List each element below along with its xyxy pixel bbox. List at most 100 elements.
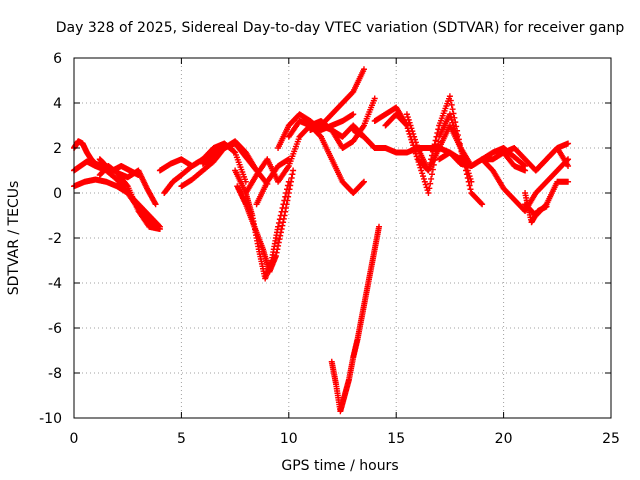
x-tick-label: 25	[602, 431, 620, 447]
data-point	[123, 182, 130, 189]
data-point	[543, 203, 550, 210]
data-point	[360, 178, 367, 185]
y-tick-label: -10	[39, 411, 62, 427]
data-point	[350, 111, 357, 118]
data-point	[449, 106, 456, 113]
data-point	[465, 178, 472, 185]
data-point	[284, 197, 291, 204]
data-point	[446, 93, 453, 100]
data-point	[467, 186, 474, 193]
data-point	[427, 180, 434, 187]
data-point	[448, 116, 455, 123]
data-point	[450, 110, 457, 117]
data-point	[411, 133, 418, 140]
grid-layer	[74, 58, 611, 418]
data-point	[406, 119, 413, 126]
x-tick-label: 0	[70, 431, 79, 447]
data-point	[425, 190, 432, 196]
data-point	[403, 111, 410, 118]
data-point	[277, 229, 284, 236]
series-arc-29	[532, 145, 572, 174]
data-point	[418, 167, 425, 174]
data-point	[410, 130, 417, 137]
data-point	[288, 175, 295, 181]
series-arc-19	[318, 95, 378, 151]
data-point	[412, 139, 419, 146]
series-arc-26	[479, 156, 572, 214]
data-point	[416, 161, 423, 168]
data-point	[283, 201, 290, 208]
data-point	[286, 186, 293, 193]
data-point	[447, 97, 454, 104]
data-point	[565, 163, 572, 169]
tick-layer: 0 5 10 15 20 25 -10 -8 -6 -4 -2 0 2 4 6	[39, 51, 620, 447]
y-tick-label: -4	[48, 276, 62, 292]
data-point	[417, 164, 424, 171]
data-point	[413, 142, 420, 149]
y-tick-label: 4	[53, 96, 62, 112]
data-point	[282, 208, 289, 215]
data-point	[522, 163, 529, 169]
series-arc-20	[328, 223, 383, 415]
data-point	[447, 114, 454, 121]
data-point	[281, 212, 288, 219]
data-point	[413, 153, 420, 160]
data-point	[565, 140, 572, 147]
data-point	[463, 171, 470, 178]
y-tick-label: -8	[48, 366, 62, 382]
x-tick-label: 10	[280, 431, 298, 447]
data-point	[479, 201, 486, 208]
data-point	[448, 101, 455, 108]
data-point	[464, 175, 471, 181]
data-point	[152, 201, 159, 208]
data-point	[287, 178, 294, 185]
series-arc-30	[522, 190, 550, 226]
data-point	[278, 226, 285, 232]
data-point	[420, 173, 427, 180]
series-arc-6	[113, 167, 159, 208]
data-point	[414, 156, 421, 163]
points-layer	[71, 66, 572, 415]
x-tick-label: 20	[495, 431, 513, 447]
y-tick-label: 0	[53, 186, 62, 202]
data-point	[272, 253, 279, 259]
data-point	[371, 95, 378, 102]
data-point	[428, 175, 435, 182]
data-point	[426, 185, 433, 192]
data-point	[429, 171, 435, 178]
data-point	[411, 136, 418, 143]
data-point	[275, 242, 282, 249]
x-tick-label: 15	[387, 431, 405, 447]
data-point	[289, 171, 296, 178]
data-point	[376, 223, 383, 230]
data-point	[409, 128, 416, 135]
data-point	[285, 193, 292, 200]
data-point	[420, 175, 427, 182]
y-tick-label: 2	[53, 141, 62, 157]
data-point	[565, 178, 572, 185]
data-point	[242, 178, 249, 185]
data-point	[156, 226, 163, 232]
data-point	[478, 200, 485, 207]
series-arc-13	[242, 133, 303, 196]
data-point	[408, 125, 415, 132]
data-point	[422, 181, 429, 188]
data-point	[280, 219, 287, 226]
data-point	[282, 205, 289, 211]
chart-title: Day 328 of 2025, Sidereal Day-to-day VTE…	[56, 20, 625, 36]
data-point	[274, 246, 281, 253]
y-tick-label: -2	[48, 231, 62, 247]
data-point	[275, 223, 282, 230]
data-point	[285, 156, 292, 163]
data-point	[287, 182, 294, 189]
data-point	[421, 178, 428, 185]
data-point	[404, 114, 411, 121]
x-tick-label: 5	[177, 431, 186, 447]
data-point	[419, 170, 426, 177]
data-point	[290, 167, 297, 174]
data-point	[360, 66, 367, 73]
data-point	[407, 122, 414, 129]
y-tick-label: 6	[53, 51, 62, 67]
data-point	[360, 179, 367, 186]
y-tick-label: -6	[48, 321, 62, 337]
